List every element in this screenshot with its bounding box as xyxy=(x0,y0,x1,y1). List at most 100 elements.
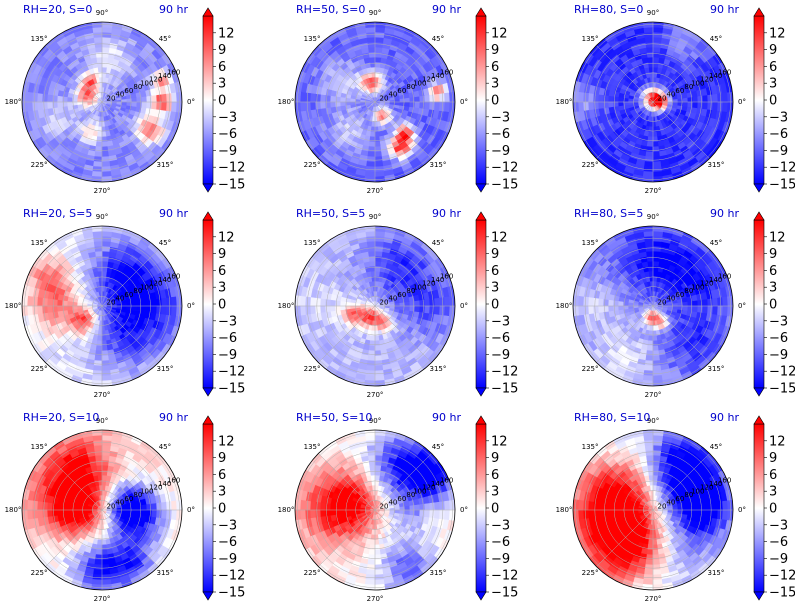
angle-tick-label: 135° xyxy=(31,239,48,247)
angle-tick-label: 180° xyxy=(5,302,22,310)
field-cell xyxy=(367,46,376,53)
field-cell xyxy=(368,345,376,352)
field-cell xyxy=(652,355,661,362)
radial-tick-label: 40 xyxy=(666,295,675,303)
angle-tick-label: 45° xyxy=(159,239,171,247)
time-label: 90 hr xyxy=(432,3,461,16)
radial-tick-label: 20 xyxy=(379,298,388,306)
field-cell xyxy=(101,350,109,357)
field-cell xyxy=(374,255,382,262)
field-cell xyxy=(652,250,661,257)
field-cell xyxy=(652,161,662,168)
angle-tick-label: 315° xyxy=(707,365,724,373)
angle-grid-spoke xyxy=(45,45,103,103)
panel-title: RH=20, S=5 xyxy=(23,207,92,220)
angle-tick-label: 0° xyxy=(460,98,468,106)
field-cell xyxy=(324,95,331,103)
field-cell xyxy=(692,95,699,103)
field-cell xyxy=(419,299,426,307)
field-cell xyxy=(101,365,111,372)
field-cell xyxy=(151,305,158,314)
field-cell xyxy=(374,365,384,372)
field-cell xyxy=(424,101,431,110)
angle-tick-label: 270° xyxy=(94,391,111,399)
field-cell xyxy=(419,305,426,313)
field-cell xyxy=(368,56,376,63)
angle-tick-label: 270° xyxy=(645,391,662,399)
radial-tick-label: 60 xyxy=(397,291,406,299)
field-cell xyxy=(101,270,107,277)
angle-tick-label: 270° xyxy=(645,187,662,195)
colorbar-tick-label: 6 xyxy=(769,60,777,75)
field-cell xyxy=(151,298,158,307)
field-cell xyxy=(101,265,108,272)
colorbar-tick-label: −12 xyxy=(769,365,795,380)
field-cell xyxy=(652,41,662,48)
field-cell xyxy=(647,136,654,143)
field-cell xyxy=(617,301,624,307)
field-cell xyxy=(51,101,58,109)
colorbar-tick-label: −3 xyxy=(769,110,788,125)
field-cell xyxy=(366,41,376,48)
colorbar-tick-label: 6 xyxy=(491,264,499,279)
colorbar-tick-label: 9 xyxy=(218,247,226,262)
colorbar-body xyxy=(202,15,214,185)
field-cell xyxy=(56,299,63,307)
colorbar-body xyxy=(753,219,765,389)
field-cell xyxy=(644,240,654,247)
colorbar-extend-max xyxy=(753,7,765,17)
field-cell xyxy=(409,305,416,312)
colorbar-tick-label: 9 xyxy=(769,43,777,58)
field-cell xyxy=(93,240,103,247)
angle-tick-label: 180° xyxy=(556,302,573,310)
field-cell xyxy=(94,151,103,158)
field-cell xyxy=(94,250,103,257)
field-cell xyxy=(329,299,336,307)
field-cell xyxy=(368,255,376,262)
field-cell xyxy=(46,101,53,110)
radial-tick-label: 40 xyxy=(388,295,397,303)
field-cell xyxy=(649,325,654,332)
colorbar-tick-label: 3 xyxy=(491,281,499,296)
field-cell xyxy=(96,136,103,143)
field-cell xyxy=(434,93,441,103)
field-cell xyxy=(95,56,103,63)
colorbar-tick-label: −15 xyxy=(491,178,518,193)
colorbar-tick-label: −6 xyxy=(491,331,510,346)
field-cell xyxy=(607,305,614,313)
colorbar-tick-label: −15 xyxy=(769,178,795,193)
radial-tick-label: 160 xyxy=(440,68,453,76)
colorbar-tick-label: 6 xyxy=(491,60,499,75)
field-cell xyxy=(404,305,411,311)
field-cell xyxy=(602,101,609,109)
radial-tick-label: 160 xyxy=(718,68,731,76)
field-cell xyxy=(652,46,661,53)
field-cell xyxy=(136,101,143,108)
angle-tick-label: 225° xyxy=(582,161,599,169)
panel-title: RH=80, S=5 xyxy=(574,207,643,220)
field-cell xyxy=(93,245,103,252)
colorbar-tick-label: 3 xyxy=(218,77,226,92)
angle-tick-label: 135° xyxy=(304,35,321,43)
panel-0: 20 40 60 8010012014016090°45°0°315°270°225°… xyxy=(5,3,246,195)
field-cell xyxy=(587,101,594,111)
colorbar-tick-label: 0 xyxy=(218,94,226,109)
time-label: 90 hr xyxy=(710,207,739,220)
angle-tick-label: 45° xyxy=(710,35,722,43)
angle-tick-label: 90° xyxy=(647,213,659,221)
field-cell xyxy=(374,280,379,287)
panel-5: 20 40 60 8010012014016090°45°0°315°270°225°… xyxy=(556,207,795,399)
field-cell xyxy=(617,97,624,103)
field-cell xyxy=(101,355,110,362)
field-cell xyxy=(697,305,704,313)
field-cell xyxy=(93,161,103,168)
angle-tick-label: 315° xyxy=(156,365,173,373)
field-cell xyxy=(374,350,382,357)
angle-tick-label: 270° xyxy=(367,391,384,399)
field-cell xyxy=(56,101,63,109)
radial-tick-label: 20 xyxy=(106,94,115,102)
angle-tick-label: 135° xyxy=(304,239,321,247)
colorbar-tick-label: −15 xyxy=(218,382,245,397)
field-cell xyxy=(652,240,662,247)
